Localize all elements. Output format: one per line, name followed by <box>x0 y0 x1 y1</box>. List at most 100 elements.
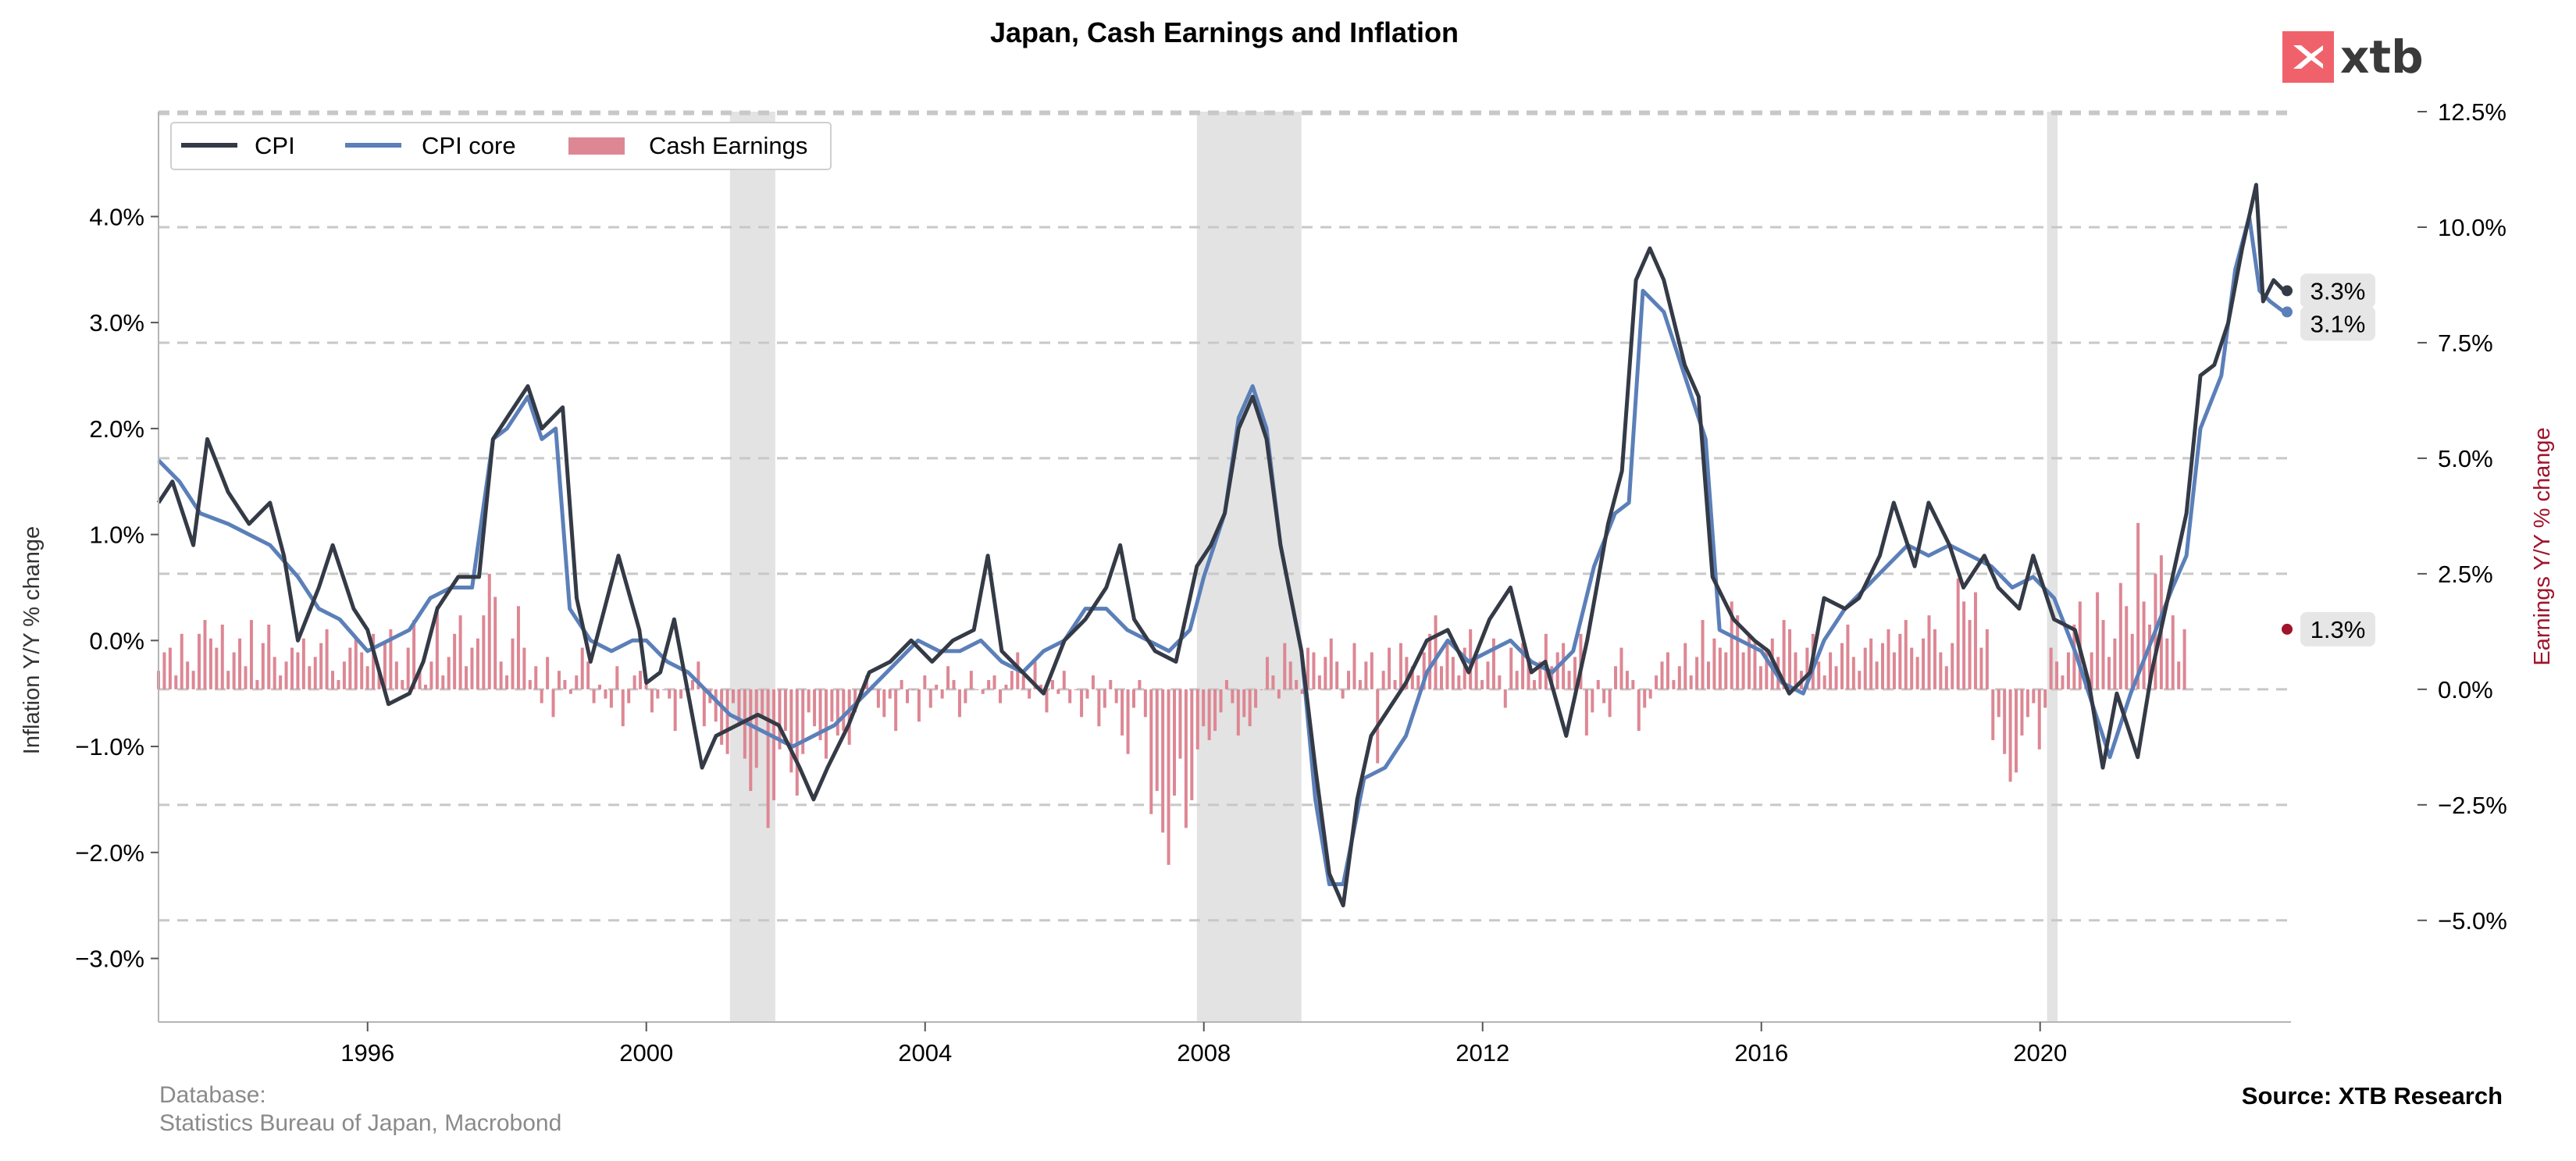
earnings-bar-314 <box>1979 647 1983 689</box>
earnings-bar-112 <box>807 689 811 713</box>
earnings-bar-310 <box>1956 578 1960 689</box>
earnings-bar-70 <box>563 680 567 689</box>
earnings-bar-298 <box>1887 629 1890 689</box>
earnings-bar-157 <box>1068 689 1072 703</box>
earnings-bar-104 <box>761 689 764 718</box>
earnings-bar-84 <box>644 684 648 689</box>
earnings-bar-54 <box>470 647 474 689</box>
earnings-bar-286 <box>1817 661 1821 689</box>
earnings-bar-161 <box>1091 675 1095 689</box>
recession-band-2 <box>2047 112 2058 1022</box>
earnings-bar-61 <box>511 638 515 689</box>
right-y-ticks: 12.5% 10.0% 7.5% 5.0% 2.5% 0.0% −2.5% −5.0% <box>2417 98 2507 935</box>
earnings-bar-274 <box>1748 633 1751 689</box>
earnings-bar-42 <box>401 680 404 689</box>
earnings-bar-266 <box>1701 620 1705 689</box>
earnings-bar-5 <box>186 661 190 689</box>
earnings-bar-52 <box>458 615 462 689</box>
earnings-bar-282 <box>1794 652 1797 689</box>
earnings-bar-58 <box>493 597 497 689</box>
earnings-bar-343 <box>2147 624 2151 689</box>
earnings-bar-257 <box>1648 689 1652 699</box>
earnings-bar-321 <box>2020 689 2024 736</box>
earnings-bar-93 <box>697 661 700 689</box>
earnings-bar-56 <box>482 615 486 689</box>
earnings-bar-168 <box>1131 689 1135 708</box>
earnings-bar-136 <box>946 666 950 689</box>
earnings-bar-10 <box>215 647 219 689</box>
earnings-bar-328 <box>2061 675 2065 689</box>
earnings-bar-18 <box>261 643 265 689</box>
left-tick-label-4: 0.0% <box>89 627 144 654</box>
legend-box <box>170 122 832 170</box>
earnings-bar-72 <box>575 675 579 689</box>
earnings-bar-166 <box>1121 689 1124 736</box>
earnings-bar-320 <box>2015 689 2018 773</box>
earnings-bar-38 <box>377 671 381 689</box>
earnings-bar-295 <box>1869 638 1873 689</box>
x-ticks: 1996 2000 2004 2008 2012 2016 2020 <box>340 1022 2067 1067</box>
right-tick-label-0: 12.5% <box>2438 98 2507 126</box>
earnings-bar-152 <box>1039 684 1043 689</box>
earnings-bar-147 <box>1010 671 1014 689</box>
source-note: Source: XTB Research <box>2241 1082 2503 1109</box>
earnings-bar-47 <box>429 661 433 689</box>
earnings-bar-319 <box>2008 689 2012 782</box>
earnings-bar-243 <box>1567 671 1571 689</box>
earnings-bar-175 <box>1173 689 1177 796</box>
earnings-bar-201 <box>1324 657 1327 689</box>
earnings-bar-133 <box>928 689 932 708</box>
earnings-bar-37 <box>372 633 376 689</box>
inflation-lines <box>156 183 2286 908</box>
earnings-bar-81 <box>627 689 631 703</box>
earnings-bar-32 <box>342 661 346 689</box>
earnings-bar-118 <box>842 689 846 732</box>
earnings-bar-132 <box>923 675 927 689</box>
x-tick-label-3: 2008 <box>1177 1039 1231 1067</box>
earnings-bar-156 <box>1062 671 1066 689</box>
earnings-bar-113 <box>813 689 817 727</box>
earnings-bar-60 <box>505 675 509 689</box>
earnings-bar-185 <box>1231 689 1235 703</box>
earnings-bar-263 <box>1683 643 1687 689</box>
earnings-bar-57 <box>487 573 491 689</box>
earnings-bar-22 <box>284 661 288 689</box>
earnings-bar-74 <box>586 661 590 689</box>
earnings-bar-90 <box>679 689 683 699</box>
earnings-bar-191 <box>1265 657 1269 689</box>
earnings-bar-17 <box>255 680 259 689</box>
earnings-bar-14 <box>238 638 242 689</box>
earnings-bar-92 <box>690 680 694 689</box>
earnings-bar-96 <box>714 689 718 722</box>
recession-bands <box>729 112 2058 1022</box>
earnings-bar-324 <box>2037 689 2041 750</box>
earnings-bar-194 <box>1283 643 1287 689</box>
earnings-bar-8 <box>203 620 207 689</box>
earnings-bar-202 <box>1329 638 1333 689</box>
x-tick-label-5: 2016 <box>1734 1039 1788 1067</box>
right-tick-label-3: 5.0% <box>2438 445 2493 472</box>
earnings-bar-323 <box>2032 689 2036 703</box>
earnings-bar-260 <box>1666 652 1669 689</box>
left-tick-label-5: −1.0% <box>75 733 144 760</box>
earnings-bar-137 <box>952 680 956 689</box>
earnings-bar-76 <box>598 684 602 689</box>
earnings-bar-155 <box>1056 689 1060 694</box>
earnings-bar-330 <box>2072 624 2076 689</box>
earnings-bar-251 <box>1614 666 1618 689</box>
earnings-bar-184 <box>1224 680 1228 689</box>
earnings-bar-267 <box>1706 661 1710 689</box>
earnings-bar-189 <box>1254 689 1258 708</box>
earnings-bar-247 <box>1591 689 1594 713</box>
earnings-bar-11 <box>220 624 224 689</box>
earnings-bar-163 <box>1103 689 1106 708</box>
earnings-bar-301 <box>1904 620 1908 689</box>
x-tick-label-0: 1996 <box>340 1039 394 1067</box>
left-y-ticks: 4.0% 3.0% 2.0% 1.0% 0.0% −1.0% −2.0% −3.0% <box>75 203 159 973</box>
earnings-bar-107 <box>778 689 782 750</box>
earnings-bar-146 <box>1004 684 1008 689</box>
earnings-bar-182 <box>1213 689 1217 732</box>
earnings-bar-338 <box>2118 582 2122 689</box>
earnings-bar-337 <box>2113 638 2117 689</box>
database-label: Database: <box>159 1082 266 1108</box>
